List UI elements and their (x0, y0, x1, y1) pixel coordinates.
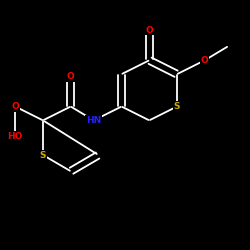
Text: O: O (146, 26, 153, 35)
Text: O: O (12, 102, 19, 111)
Text: HN: HN (86, 116, 102, 125)
Text: S: S (174, 102, 180, 111)
Text: O: O (201, 56, 208, 65)
Text: HO: HO (8, 132, 23, 141)
Text: O: O (67, 72, 74, 81)
Text: S: S (40, 150, 46, 160)
